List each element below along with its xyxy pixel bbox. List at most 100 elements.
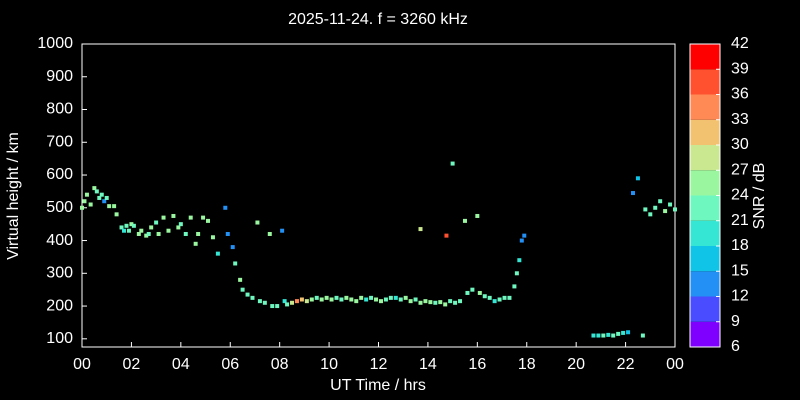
point (616, 331, 621, 336)
point (154, 220, 159, 225)
point (383, 297, 388, 302)
point (418, 227, 423, 232)
x-tick-label: 04 (172, 356, 190, 373)
point (156, 231, 161, 236)
point (514, 271, 519, 276)
point (255, 220, 260, 225)
point (124, 223, 129, 228)
point (388, 295, 393, 300)
point (339, 297, 344, 302)
point (344, 295, 349, 300)
point (282, 299, 287, 304)
point (497, 297, 502, 302)
colorbar-tick-label: 21 (731, 212, 749, 229)
point (136, 231, 141, 236)
point (393, 295, 398, 300)
point (112, 204, 117, 209)
colorbar-tick-label: 18 (731, 237, 749, 254)
colorbar-tick-label: 39 (731, 60, 749, 77)
colorbar-tick-label: 42 (731, 35, 749, 52)
point (630, 191, 635, 196)
point (653, 205, 658, 210)
colorbar-label: SNR / dB (751, 163, 768, 230)
point (262, 300, 267, 305)
x-axis-label: UT Time / hrs (330, 377, 426, 394)
point (126, 228, 131, 233)
point (206, 218, 211, 223)
colorbar-band (690, 321, 720, 347)
colorbar-band (690, 94, 720, 120)
colorbar-tick-label: 15 (731, 262, 749, 279)
x-tick-label: 14 (419, 356, 437, 373)
point (238, 277, 243, 282)
point (359, 295, 364, 300)
colorbar-tick-label: 36 (731, 86, 749, 103)
point (453, 300, 458, 305)
colorbar-band (690, 246, 720, 272)
y-tick-label: 100 (46, 330, 73, 347)
point (119, 225, 124, 230)
point (601, 333, 606, 338)
x-tick-label: 00 (73, 356, 91, 373)
point (225, 231, 230, 236)
point (444, 233, 449, 238)
colorbar-band (690, 69, 720, 95)
point (149, 225, 154, 230)
point (519, 238, 524, 243)
point (418, 300, 423, 305)
point (196, 231, 201, 236)
point (122, 228, 127, 233)
colorbar-tick-label: 30 (731, 136, 749, 153)
y-axis-label: Virtual height / km (5, 132, 22, 260)
point (398, 297, 403, 302)
point (290, 300, 295, 305)
colorbar-band (690, 220, 720, 246)
colorbar-tick-label: 12 (731, 288, 749, 305)
point (80, 205, 84, 210)
point (475, 213, 480, 218)
point (131, 223, 136, 228)
point (84, 192, 89, 197)
point (92, 186, 97, 191)
colorbar-band (690, 195, 720, 221)
point (178, 222, 183, 227)
point (188, 215, 193, 220)
y-tick-label: 200 (46, 297, 73, 314)
point (270, 304, 275, 309)
point (428, 300, 433, 305)
x-tick-label: 18 (518, 356, 536, 373)
point (280, 228, 285, 233)
point (482, 294, 487, 299)
point (99, 192, 104, 197)
point (596, 333, 601, 338)
point (102, 199, 107, 204)
point (640, 333, 645, 338)
point (144, 233, 149, 238)
point (215, 251, 220, 256)
x-tick-label: 06 (221, 356, 239, 373)
point (606, 332, 611, 337)
point (462, 218, 467, 223)
point (512, 284, 517, 289)
point (443, 302, 448, 307)
point (643, 207, 648, 212)
colorbar-tick-label: 27 (731, 161, 749, 178)
point (403, 295, 408, 300)
x-tick-label: 10 (320, 356, 338, 373)
point (129, 222, 134, 227)
point (230, 245, 235, 250)
point (591, 333, 596, 338)
chart-title: 2025-11-24. f = 3260 kHz (288, 11, 468, 28)
point (433, 300, 438, 305)
colorbar-band (690, 170, 720, 196)
point (413, 297, 418, 302)
point (94, 189, 99, 194)
point (477, 290, 482, 295)
point (364, 297, 369, 302)
point (423, 299, 428, 304)
point (502, 295, 507, 300)
y-tick-label: 400 (46, 232, 73, 249)
point (314, 295, 319, 300)
y-tick-label: 900 (46, 68, 73, 85)
plot-frame (81, 43, 676, 348)
